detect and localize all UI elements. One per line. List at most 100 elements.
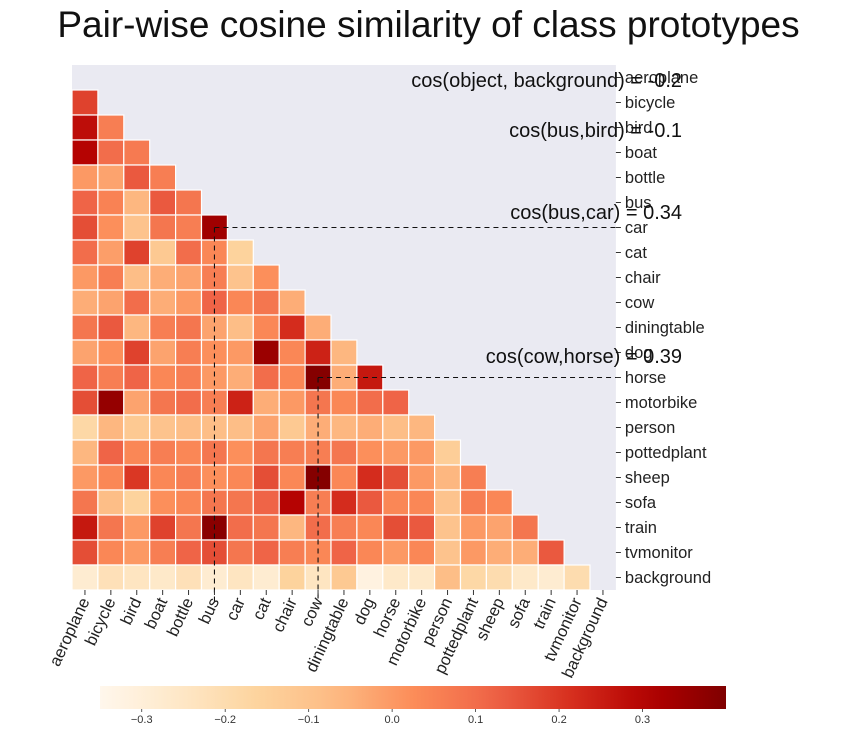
cell-pottedplant-person bbox=[434, 439, 462, 466]
cell-bicycle-aeroplane bbox=[71, 89, 99, 116]
cell-cat-bus bbox=[200, 239, 228, 266]
cell-train-cow bbox=[304, 514, 332, 541]
cell-sheep-horse bbox=[382, 464, 410, 491]
cell-car-boat bbox=[149, 214, 177, 241]
cell-sofa-aeroplane bbox=[71, 489, 99, 516]
cell-train-cat bbox=[252, 514, 280, 541]
cell-background-bus bbox=[200, 564, 228, 591]
y-tick-label-motorbike: motorbike bbox=[625, 394, 697, 412]
cell-pottedplant-bicycle bbox=[97, 439, 125, 466]
cell-sofa-bicycle bbox=[97, 489, 125, 516]
y-tick-label-bird: bird bbox=[625, 119, 653, 137]
cell-bus-bicycle bbox=[97, 189, 125, 216]
cell-pottedplant-boat bbox=[149, 439, 177, 466]
cell-diningtable-boat bbox=[149, 314, 177, 341]
y-tick-labels: aeroplane bicycle bird boat bottle bus car cat c… bbox=[615, 69, 711, 587]
cell-dog-boat bbox=[149, 339, 177, 366]
cell-cat-bottle bbox=[175, 239, 203, 266]
cell-dog-cat bbox=[252, 339, 280, 366]
cell-pottedplant-diningtable bbox=[330, 439, 358, 466]
cell-pottedplant-bird bbox=[123, 439, 151, 466]
cell-train-bottle bbox=[175, 514, 203, 541]
cell-train-dog bbox=[356, 514, 384, 541]
cell-person-bottle bbox=[175, 414, 203, 441]
cell-chair-bird bbox=[123, 264, 151, 291]
cell-tvmonitor-sofa bbox=[511, 539, 539, 566]
cell-horse-dog bbox=[356, 364, 384, 391]
cell-diningtable-bird bbox=[123, 314, 151, 341]
cell-motorbike-horse bbox=[382, 389, 410, 416]
cell-horse-diningtable bbox=[330, 364, 358, 391]
cell-train-sofa bbox=[511, 514, 539, 541]
cell-horse-chair bbox=[278, 364, 306, 391]
cell-motorbike-cow bbox=[304, 389, 332, 416]
cell-bottle-bird bbox=[123, 164, 151, 191]
annotation-guide-lines bbox=[213, 226, 620, 602]
cell-sheep-pottedplant bbox=[459, 464, 487, 491]
cell-motorbike-bird bbox=[123, 389, 151, 416]
cell-bird-bicycle bbox=[97, 114, 125, 141]
cell-background-bottle bbox=[175, 564, 203, 591]
cell-sheep-car bbox=[226, 464, 254, 491]
cell-bottle-boat bbox=[149, 164, 177, 191]
cell-person-dog bbox=[356, 414, 384, 441]
cell-sofa-bottle bbox=[175, 489, 203, 516]
cell-background-dog bbox=[356, 564, 384, 591]
cell-train-motorbike bbox=[408, 514, 436, 541]
cell-background-bird bbox=[123, 564, 151, 591]
cell-dog-car bbox=[226, 339, 254, 366]
cell-dog-bird bbox=[123, 339, 151, 366]
annotation-0: cos(object, background) = -0.2 bbox=[411, 70, 682, 92]
cell-dog-chair bbox=[278, 339, 306, 366]
cell-tvmonitor-horse bbox=[382, 539, 410, 566]
x-tick-label-car: car bbox=[223, 595, 249, 624]
cell-pottedplant-horse bbox=[382, 439, 410, 466]
cell-sofa-sheep bbox=[485, 489, 513, 516]
cell-bottle-aeroplane bbox=[71, 164, 99, 191]
colorbar-tick-label: 0.2 bbox=[551, 714, 566, 726]
cell-diningtable-cow bbox=[304, 314, 332, 341]
cell-boat-aeroplane bbox=[71, 139, 99, 166]
cell-boat-bird bbox=[123, 139, 151, 166]
y-tick-label-car: car bbox=[625, 219, 648, 237]
cell-person-chair bbox=[278, 414, 306, 441]
cell-tvmonitor-boat bbox=[149, 539, 177, 566]
y-tick-label-background: background bbox=[625, 569, 711, 587]
cell-sofa-cat bbox=[252, 489, 280, 516]
cell-bus-aeroplane bbox=[71, 189, 99, 216]
cell-pottedplant-cat bbox=[252, 439, 280, 466]
cell-person-horse bbox=[382, 414, 410, 441]
cell-cow-cat bbox=[252, 289, 280, 316]
colorbar: −0.3 −0.2 −0.1 0.0 0.1 0.2 0.3 bbox=[100, 686, 726, 726]
cell-tvmonitor-aeroplane bbox=[71, 539, 99, 566]
cell-horse-bus bbox=[200, 364, 228, 391]
cell-horse-aeroplane bbox=[71, 364, 99, 391]
cell-horse-bicycle bbox=[97, 364, 125, 391]
cell-cat-aeroplane bbox=[71, 239, 99, 266]
colorbar-tick-label: −0.2 bbox=[214, 714, 236, 726]
cell-train-boat bbox=[149, 514, 177, 541]
cell-motorbike-diningtable bbox=[330, 389, 358, 416]
cell-background-motorbike bbox=[408, 564, 436, 591]
cell-dog-bus bbox=[200, 339, 228, 366]
cell-background-chair bbox=[278, 564, 306, 591]
cell-background-tvmonitor bbox=[563, 564, 591, 591]
y-tick-label-train: train bbox=[625, 519, 657, 537]
cell-motorbike-boat bbox=[149, 389, 177, 416]
y-tick-label-dog: dog bbox=[625, 344, 653, 362]
y-tick-label-cat: cat bbox=[625, 244, 647, 262]
cell-dog-cow bbox=[304, 339, 332, 366]
cell-motorbike-aeroplane bbox=[71, 389, 99, 416]
cell-cat-bicycle bbox=[97, 239, 125, 266]
cell-sheep-diningtable bbox=[330, 464, 358, 491]
cell-person-cat bbox=[252, 414, 280, 441]
cell-horse-boat bbox=[149, 364, 177, 391]
cell-sheep-chair bbox=[278, 464, 306, 491]
cell-sheep-motorbike bbox=[408, 464, 436, 491]
cell-tvmonitor-person bbox=[434, 539, 462, 566]
cell-background-pottedplant bbox=[459, 564, 487, 591]
cell-sofa-bird bbox=[123, 489, 151, 516]
cell-car-bottle bbox=[175, 214, 203, 241]
y-tick-label-sofa: sofa bbox=[625, 494, 657, 512]
